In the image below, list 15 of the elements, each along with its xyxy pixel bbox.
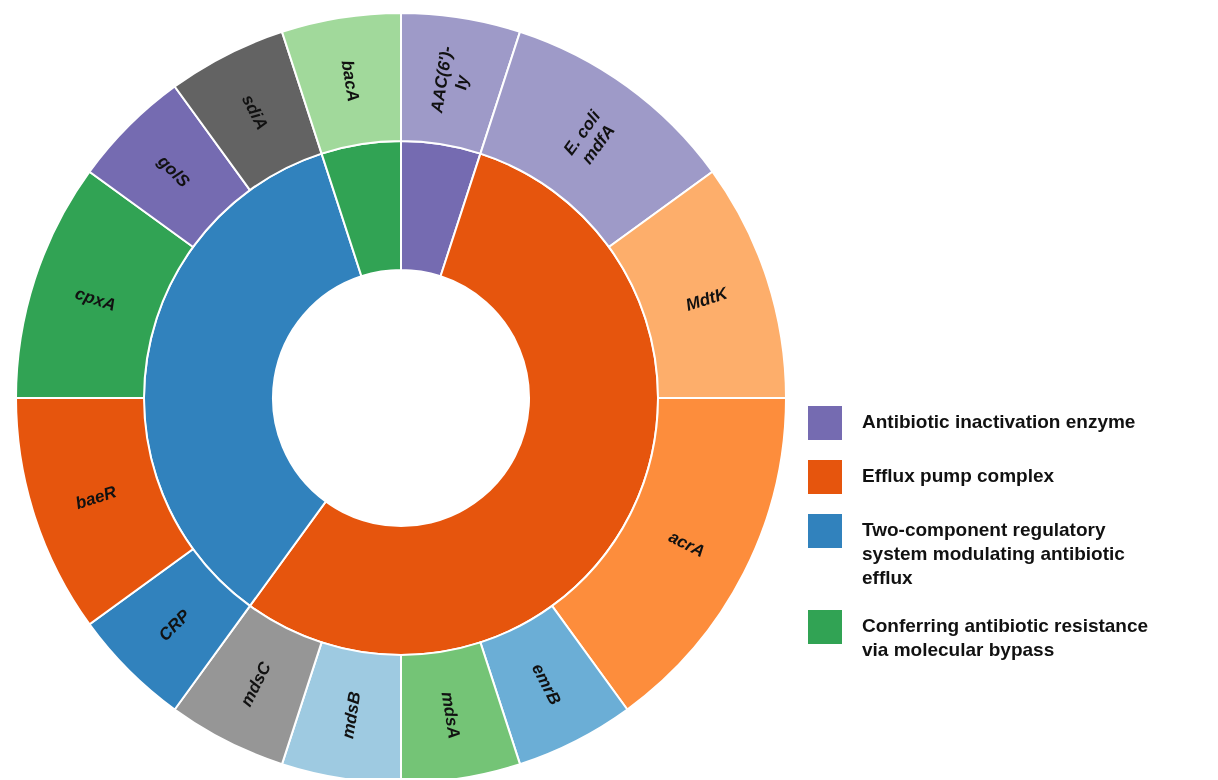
legend-label: Conferring antibiotic resistance via molecular bypass xyxy=(862,614,1150,662)
slice-label: sdiA xyxy=(238,91,272,133)
legend-label: Antibiotic inactivation enzyme xyxy=(862,410,1137,434)
slice-label: AAC(6')-Iy xyxy=(427,44,473,116)
slice-label: mdsA xyxy=(437,690,464,740)
slice-label: acrA xyxy=(665,527,708,562)
slice-label: bacA xyxy=(337,59,363,104)
slice-label: MdtK xyxy=(683,283,732,315)
slice-label: cpxA xyxy=(72,283,119,315)
legend-label: Two-component regulatory system modulating antibiotic efflux xyxy=(862,518,1126,590)
legend-label: Efflux pump complex xyxy=(862,464,1056,488)
slice-label: baeR xyxy=(73,481,120,514)
slice-label: mdsC xyxy=(236,658,276,710)
slice-label: golS xyxy=(153,150,194,192)
slice-label: mdsB xyxy=(338,690,365,740)
